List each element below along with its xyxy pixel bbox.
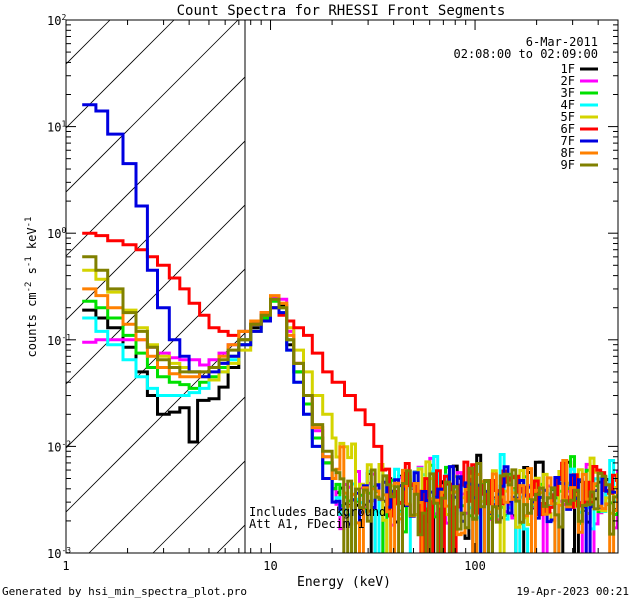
legend-label-9F: 9F xyxy=(561,158,575,172)
legend-label-4F: 4F xyxy=(561,98,575,112)
x-axis-label: Energy (keV) xyxy=(297,575,391,590)
legend-label-1F: 1F xyxy=(561,62,575,76)
hatch-line xyxy=(88,396,245,553)
x-tick-label: 100 xyxy=(464,559,486,573)
y-axis-label: counts cm-2 s-1 keV-1 xyxy=(24,217,39,358)
hatch-line xyxy=(66,204,245,385)
hatch-line xyxy=(66,76,245,257)
hatch-line xyxy=(66,20,175,129)
legend-label-3F: 3F xyxy=(561,86,575,100)
series-layer xyxy=(82,103,618,553)
y-tick-label: 100 xyxy=(47,226,66,241)
hatch-line xyxy=(66,332,245,513)
x-tick-label: 10 xyxy=(263,559,277,573)
hatch-line xyxy=(66,140,245,321)
footer-generated-by: Generated by hsi_min_spectra_plot.pro xyxy=(2,585,247,598)
series-9F xyxy=(82,255,618,553)
axis-ticks xyxy=(65,19,619,554)
hatch-line xyxy=(66,268,245,449)
hatch-line xyxy=(152,460,245,553)
y-tick-label: 10-1 xyxy=(47,333,71,348)
x-tick-label: 1 xyxy=(62,559,69,573)
legend-label-8F: 8F xyxy=(561,146,575,160)
legend-label-5F: 5F xyxy=(561,110,575,124)
y-tick-label: 10-3 xyxy=(47,546,71,561)
y-tick-labels: 10-3 10-2 10-1 100 101 102 xyxy=(47,13,71,561)
plot-frame xyxy=(65,19,619,554)
excluded-region-hatch xyxy=(0,20,245,553)
y-tick-label: 101 xyxy=(47,120,66,135)
chart-title: Count Spectra for RHESSI Front Segments xyxy=(177,3,506,19)
y-tick-label: 102 xyxy=(47,13,66,28)
annotation-attenuator: Att A1, FDecim 1 xyxy=(249,517,365,531)
y-tick-label: 10-2 xyxy=(47,439,71,454)
date-label: 6-Mar-2011 xyxy=(526,35,598,49)
legend-label-6F: 6F xyxy=(561,122,575,136)
footer-timestamp: 19-Apr-2023 00:21 xyxy=(516,585,629,598)
legend-label-2F: 2F xyxy=(561,74,575,88)
x-tick-labels: 1 10 100 xyxy=(62,559,486,573)
time-range-label: 02:08:00 to 02:09:00 xyxy=(454,47,599,61)
hatch-line xyxy=(0,20,46,553)
legend-label-7F: 7F xyxy=(561,134,575,148)
annotation-background: Includes Background xyxy=(249,505,386,519)
hatch-line xyxy=(66,20,239,193)
